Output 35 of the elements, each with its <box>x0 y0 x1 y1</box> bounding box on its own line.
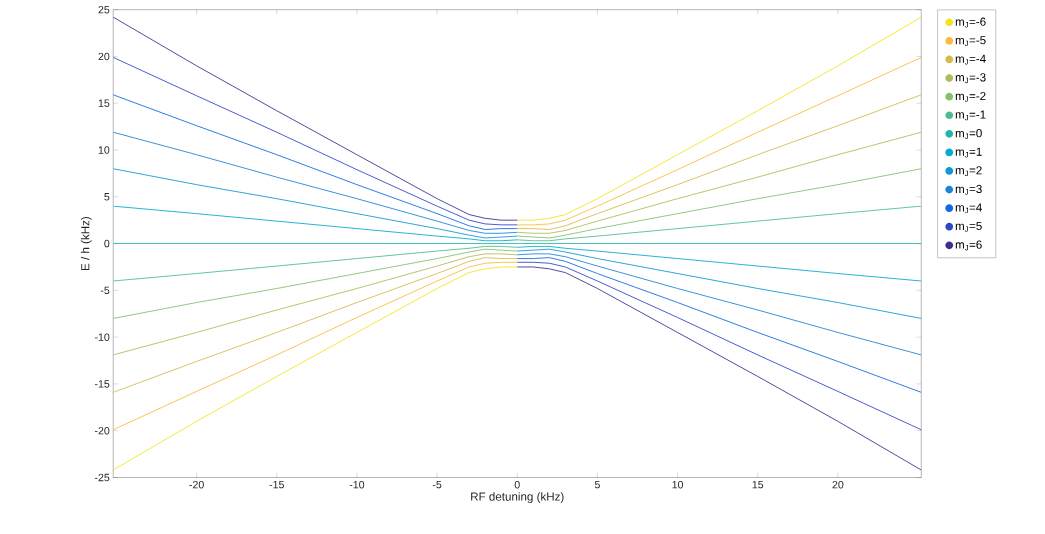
legend-label: m$_{J}$=6 <box>955 240 982 251</box>
y-tick-label: 15 <box>98 99 110 108</box>
y-tick-label: -10 <box>94 333 110 342</box>
x-tick-label: 0 <box>514 481 520 489</box>
x-tick-label: -20 <box>189 481 204 489</box>
y-tick-label: 5 <box>104 193 110 201</box>
y-tick-label: 20 <box>98 52 110 61</box>
y-axis-title: E / h (kHz) <box>80 217 92 271</box>
x-axis-title: RF detuning (kHz) <box>471 492 564 504</box>
legend-label: m$_{J}$=1 <box>955 147 982 158</box>
legend-label: m$_{J}$=4 <box>955 203 982 214</box>
y-tick-label: -25 <box>94 473 110 482</box>
legend-label: m$_{J}$=-2 <box>955 92 986 103</box>
y-tick-label: -5 <box>100 286 110 295</box>
legend-label: m$_{J}$=2 <box>955 166 982 177</box>
legend-label: m$_{J}$=-6 <box>955 17 986 28</box>
legend-label: m$_{J}$=-1 <box>955 110 986 121</box>
y-tick-label: -20 <box>94 427 110 435</box>
legend-label: m$_{J}$=5 <box>955 222 982 232</box>
legend-label: m$_{J}$=3 <box>955 185 982 195</box>
legend-label: m$_{J}$=-4 <box>955 54 986 65</box>
x-tick-label: 5 <box>594 481 600 489</box>
x-tick-label: -15 <box>269 481 284 489</box>
y-tick-label: 10 <box>98 146 110 154</box>
x-tick-label: 15 <box>752 481 764 489</box>
y-tick-label: -15 <box>94 380 110 388</box>
x-tick-label: -10 <box>349 481 365 489</box>
y-tick-label: 25 <box>98 6 110 14</box>
legend-label: m$_{J}$=0 <box>955 129 982 140</box>
legend-label: m$_{J}$=-3 <box>955 73 986 84</box>
x-tick-label: 10 <box>672 481 684 489</box>
x-tick-label: -5 <box>432 481 442 489</box>
x-tick-label: 20 <box>832 481 844 489</box>
legend-label: m$_{J}$=-5 <box>955 36 986 47</box>
y-tick-label: 0 <box>104 240 110 248</box>
